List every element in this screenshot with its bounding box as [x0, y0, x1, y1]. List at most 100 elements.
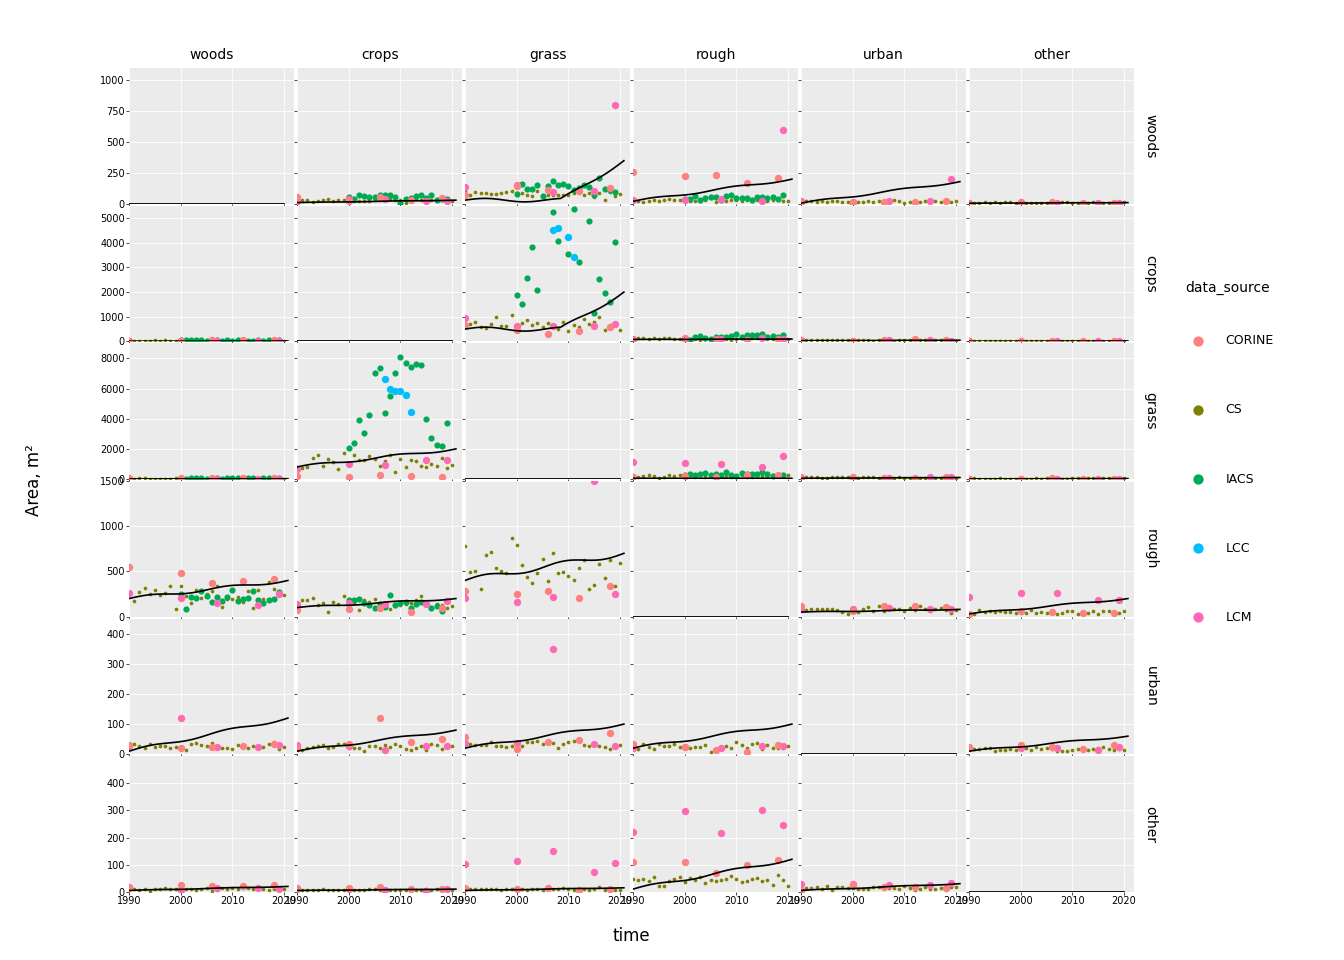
Point — [737, 331, 758, 347]
Point — [359, 738, 380, 754]
Point — [547, 321, 569, 336]
Point — [337, 738, 359, 754]
Point — [684, 331, 706, 347]
Point — [558, 734, 579, 750]
Point — [206, 589, 227, 605]
Point — [790, 470, 812, 486]
Point — [1187, 402, 1208, 418]
Point — [710, 332, 731, 348]
Point — [370, 710, 391, 726]
Point — [337, 592, 359, 608]
Point — [883, 880, 905, 896]
Point — [1187, 333, 1208, 348]
Point — [642, 870, 664, 885]
Point — [741, 736, 762, 752]
Point — [659, 873, 680, 888]
Point — [460, 317, 481, 332]
Point — [737, 190, 758, 205]
Point — [790, 598, 812, 613]
Point — [863, 603, 884, 618]
Point — [695, 466, 716, 481]
Point — [348, 740, 370, 756]
Point — [638, 740, 660, 756]
Point — [847, 881, 868, 897]
Point — [689, 332, 711, 348]
Point — [242, 333, 263, 348]
Point — [202, 470, 223, 486]
Point — [1009, 195, 1031, 210]
Point — [684, 469, 706, 485]
Point — [832, 879, 853, 895]
Point — [505, 740, 527, 756]
Point — [731, 329, 753, 345]
Point — [431, 192, 453, 207]
Point — [1009, 586, 1031, 601]
Point — [679, 191, 700, 206]
Point — [984, 604, 1005, 619]
Point — [720, 740, 742, 756]
Point — [1093, 740, 1114, 756]
Point — [868, 879, 890, 895]
Point — [359, 448, 380, 464]
Point — [603, 317, 625, 332]
Point — [664, 736, 685, 752]
Point — [919, 332, 941, 348]
Point — [599, 182, 621, 198]
Point — [118, 471, 140, 487]
Point — [196, 333, 218, 348]
Point — [1073, 741, 1094, 756]
Point — [538, 880, 559, 896]
Point — [267, 737, 289, 753]
Point — [286, 599, 308, 614]
Point — [401, 192, 422, 207]
Point — [762, 193, 784, 208]
Point — [664, 872, 685, 887]
Point — [165, 333, 187, 348]
Point — [175, 471, 196, 487]
Point — [390, 595, 411, 611]
Point — [930, 194, 952, 209]
Point — [1093, 470, 1114, 486]
Point — [253, 470, 274, 486]
Point — [465, 737, 487, 753]
Point — [1187, 471, 1208, 487]
Point — [790, 194, 812, 209]
Point — [731, 466, 753, 481]
Point — [527, 178, 548, 193]
Point — [138, 736, 160, 752]
Point — [801, 194, 823, 209]
Point — [552, 177, 574, 192]
Point — [569, 732, 590, 747]
Point — [767, 191, 789, 206]
Point — [547, 177, 569, 192]
Point — [454, 584, 476, 599]
Point — [242, 470, 263, 486]
Point — [684, 193, 706, 208]
Point — [589, 272, 610, 287]
Point — [757, 193, 778, 208]
Point — [233, 471, 254, 487]
Point — [258, 471, 280, 487]
Point — [415, 460, 437, 475]
Point — [569, 560, 590, 575]
Point — [516, 187, 538, 203]
Point — [202, 735, 223, 751]
Point — [317, 882, 339, 898]
Point — [415, 452, 437, 468]
Point — [505, 881, 527, 897]
Point — [1046, 470, 1067, 486]
Point — [317, 604, 339, 619]
Point — [405, 597, 426, 612]
Point — [1056, 333, 1078, 348]
Point — [175, 588, 196, 604]
Point — [415, 596, 437, 612]
Point — [919, 602, 941, 617]
Point — [857, 194, 879, 209]
Point — [384, 365, 406, 380]
Point — [410, 738, 431, 754]
Point — [1036, 740, 1058, 756]
Point — [594, 739, 616, 755]
Point — [370, 468, 391, 483]
Point — [227, 737, 249, 753]
Point — [978, 471, 1000, 487]
